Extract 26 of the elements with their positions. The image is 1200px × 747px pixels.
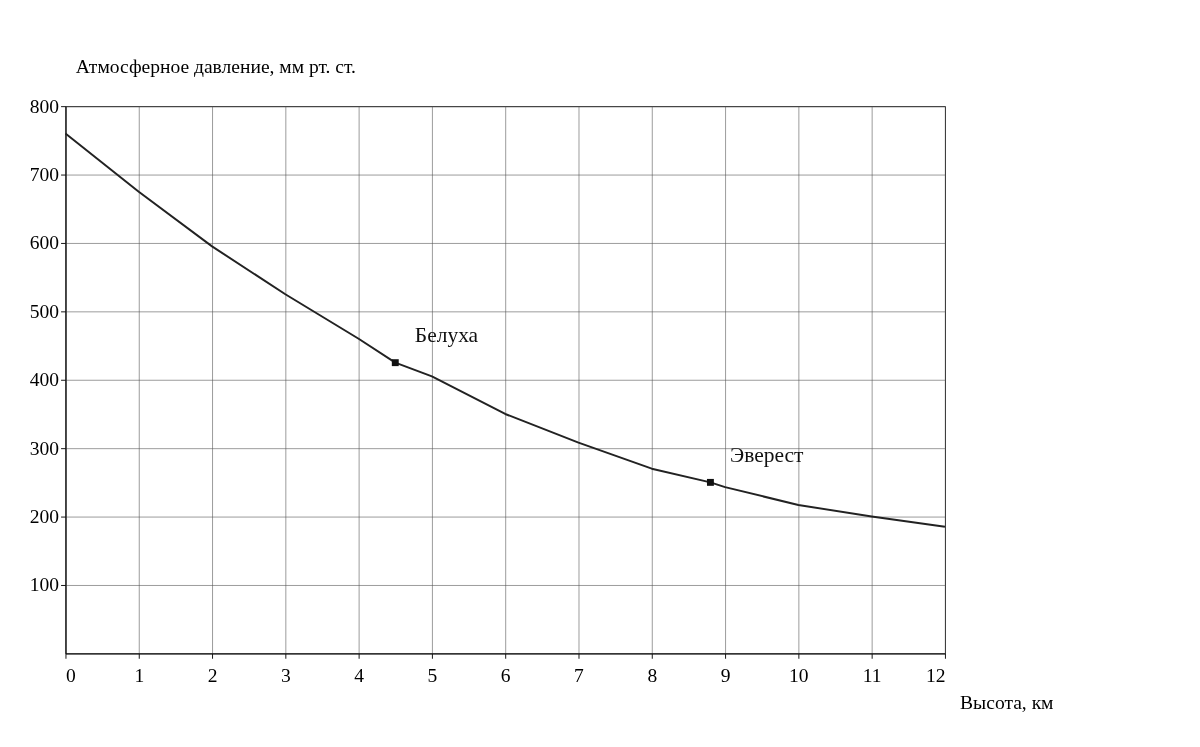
y-tick-label: 800: [29, 95, 60, 117]
x-tick-label: 3: [280, 665, 291, 687]
x-tick-label: 11: [862, 665, 882, 687]
x-tick-label: 2: [207, 665, 218, 687]
y-tick-label: 100: [29, 574, 60, 596]
x-tick-label: 1: [134, 665, 145, 687]
x-tick-label: 7: [574, 665, 585, 687]
y-tick-label: 200: [29, 505, 60, 527]
y-tick-label: 700: [29, 163, 60, 185]
annotation: Белуха: [414, 323, 479, 348]
annotation: Эверест: [729, 442, 805, 467]
x-tick-label: 0: [65, 665, 76, 687]
y-tick-label: 600: [29, 232, 60, 254]
x-tick-label: 12: [925, 665, 946, 687]
x-axis-title: Высота, км: [960, 691, 1054, 713]
y-tick-label: 300: [29, 437, 60, 459]
y-tick-label: 400: [29, 369, 60, 391]
x-tick-label: 8: [647, 665, 658, 687]
y-tick-label: 500: [29, 300, 60, 322]
line-series: [64, 132, 946, 528]
x-tick-label: 5: [427, 665, 438, 687]
y-axis-title: Атмосферное давление, мм рт. ст.: [75, 56, 356, 78]
x-tick-label: 4: [354, 665, 365, 687]
x-tick-label: 9: [720, 665, 731, 687]
x-tick-label: 6: [500, 665, 511, 687]
x-tick-label: 10: [789, 665, 809, 687]
